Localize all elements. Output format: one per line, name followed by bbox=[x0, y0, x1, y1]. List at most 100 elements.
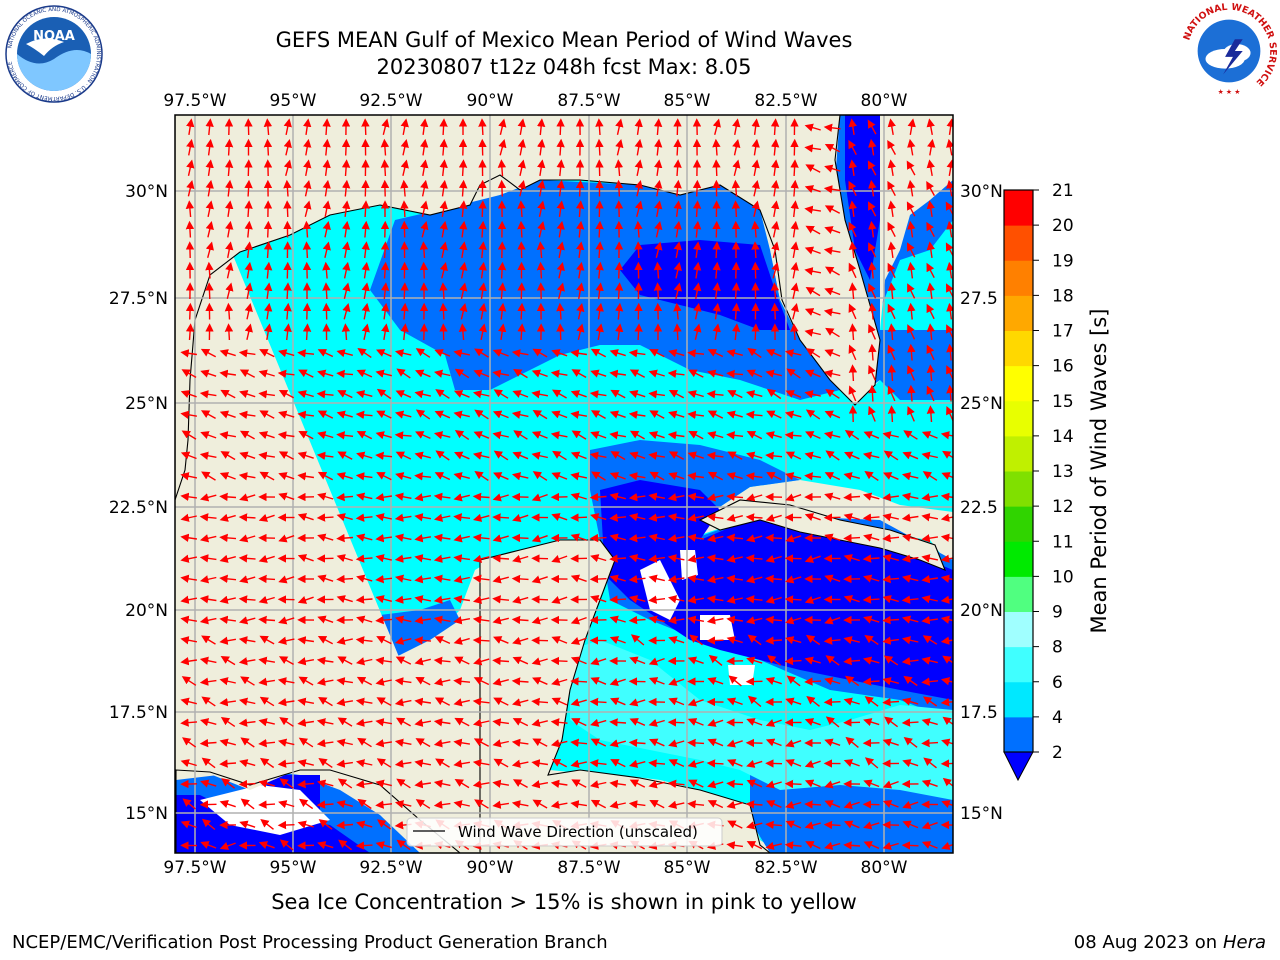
wind-wave-arrow bbox=[185, 220, 195, 238]
wind-wave-arrow bbox=[595, 220, 604, 238]
wind-wave-arrow bbox=[712, 159, 721, 177]
wind-wave-arrow bbox=[224, 179, 234, 197]
wind-wave-arrow bbox=[459, 241, 468, 259]
wind-wave-arrow bbox=[901, 513, 919, 522]
wind-wave-arrow bbox=[453, 472, 470, 481]
wind-wave-arrow bbox=[361, 261, 370, 279]
wind-wave-arrow bbox=[887, 262, 896, 279]
wind-wave-arrow bbox=[478, 241, 487, 259]
wind-wave-arrow bbox=[556, 220, 565, 238]
wind-wave-arrow bbox=[867, 119, 877, 135]
wind-wave-arrow bbox=[283, 118, 292, 136]
wind-wave-arrow bbox=[570, 636, 587, 645]
wind-wave-arrow bbox=[921, 575, 939, 584]
wind-wave-arrow bbox=[180, 615, 198, 624]
wind-wave-arrow bbox=[244, 179, 253, 197]
wind-wave-arrow bbox=[551, 410, 568, 419]
wind-wave-arrow bbox=[653, 261, 663, 279]
wind-wave-arrow bbox=[298, 676, 314, 686]
wind-wave-arrow bbox=[921, 451, 938, 460]
wind-wave-arrow bbox=[591, 471, 606, 481]
wind-wave-arrow bbox=[883, 655, 899, 666]
wind-wave-arrow bbox=[824, 226, 841, 235]
wind-wave-arrow bbox=[531, 575, 548, 584]
wind-wave-arrow bbox=[648, 615, 665, 624]
wind-wave-arrow bbox=[258, 718, 275, 727]
wind-wave-arrow bbox=[433, 431, 451, 440]
wind-wave-arrow bbox=[887, 241, 896, 258]
wind-wave-arrow bbox=[474, 409, 489, 420]
wind-wave-arrow bbox=[551, 636, 568, 644]
wind-wave-arrow bbox=[942, 655, 953, 664]
wind-wave-arrow bbox=[805, 286, 821, 297]
wind-wave-arrow bbox=[668, 697, 685, 706]
wind-wave-arrow bbox=[883, 450, 899, 461]
wind-wave-arrow bbox=[751, 200, 760, 217]
wind-wave-arrow bbox=[921, 656, 938, 665]
wind-wave-arrow bbox=[590, 410, 606, 420]
wind-wave-arrow bbox=[609, 492, 626, 501]
wind-wave-arrow bbox=[283, 200, 292, 218]
wind-wave-arrow bbox=[667, 431, 685, 440]
wind-wave-arrow bbox=[336, 574, 354, 584]
wind-wave-arrow bbox=[901, 472, 919, 481]
wind-wave-arrow bbox=[824, 205, 841, 214]
wind-wave-arrow bbox=[375, 595, 392, 604]
wind-wave-arrow bbox=[434, 472, 451, 481]
wind-wave-arrow bbox=[751, 220, 760, 238]
wind-wave-arrow bbox=[667, 595, 685, 604]
wind-wave-arrow bbox=[824, 616, 841, 625]
colorbar-segment bbox=[1004, 506, 1033, 542]
wind-wave-arrow bbox=[946, 261, 953, 279]
wind-wave-arrow bbox=[804, 472, 822, 481]
wind-wave-arrow bbox=[394, 698, 412, 707]
wind-wave-arrow bbox=[551, 677, 568, 686]
footer-credit: NCEP/EMC/Verification Post Processing Pr… bbox=[12, 932, 608, 953]
wind-wave-arrow bbox=[825, 655, 840, 666]
wind-wave-arrow bbox=[575, 179, 585, 197]
wind-wave-arrow bbox=[472, 697, 490, 707]
wind-wave-arrow bbox=[786, 368, 801, 379]
wind-wave-arrow bbox=[453, 554, 470, 563]
wind-wave-arrow bbox=[688, 369, 704, 378]
wind-wave-arrow bbox=[940, 595, 953, 604]
wind-wave-arrow bbox=[219, 492, 237, 502]
wind-wave-arrow bbox=[199, 738, 217, 748]
wind-wave-arrow bbox=[458, 323, 468, 341]
wind-wave-arrow bbox=[907, 406, 915, 422]
wind-wave-arrow bbox=[200, 348, 217, 358]
wind-wave-arrow bbox=[336, 410, 353, 419]
wind-wave-arrow bbox=[511, 410, 529, 419]
wind-wave-arrow bbox=[531, 657, 548, 666]
wind-wave-arrow bbox=[804, 144, 821, 153]
wind-wave-arrow bbox=[205, 118, 214, 136]
wind-wave-arrow bbox=[687, 595, 705, 604]
wind-wave-arrow bbox=[614, 261, 624, 279]
wind-wave-arrow bbox=[317, 471, 334, 481]
wind-wave-arrow bbox=[726, 574, 743, 583]
wind-wave-arrow bbox=[693, 302, 702, 320]
wind-wave-arrow bbox=[863, 574, 880, 583]
wind-wave-arrow bbox=[180, 657, 198, 666]
wind-wave-arrow bbox=[770, 282, 780, 300]
colorbar-segment bbox=[1004, 611, 1033, 648]
wind-wave-arrow bbox=[902, 451, 919, 460]
svg-text:97.5°W: 97.5°W bbox=[163, 91, 226, 111]
wind-wave-arrow bbox=[181, 430, 197, 440]
wind-wave-arrow bbox=[614, 302, 624, 320]
wind-wave-arrow bbox=[848, 139, 857, 156]
wind-wave-arrow bbox=[706, 759, 724, 768]
wind-wave-arrow bbox=[317, 369, 334, 378]
wind-wave-arrow bbox=[317, 533, 334, 542]
wind-wave-arrow bbox=[589, 451, 607, 460]
wind-wave-arrow bbox=[550, 656, 568, 666]
wind-wave-arrow bbox=[492, 513, 510, 522]
nws-logo: NATIONAL WEATHER SERVICE ★ ★ ★ bbox=[1181, 2, 1278, 99]
wind-wave-arrow bbox=[667, 554, 685, 563]
wind-wave-arrow bbox=[551, 472, 568, 480]
wind-wave-arrow bbox=[317, 574, 334, 583]
wind-wave-arrow bbox=[901, 841, 919, 850]
wind-wave-arrow bbox=[906, 160, 916, 176]
wind-wave-arrow bbox=[804, 123, 821, 132]
wind-wave-arrow bbox=[316, 656, 334, 665]
